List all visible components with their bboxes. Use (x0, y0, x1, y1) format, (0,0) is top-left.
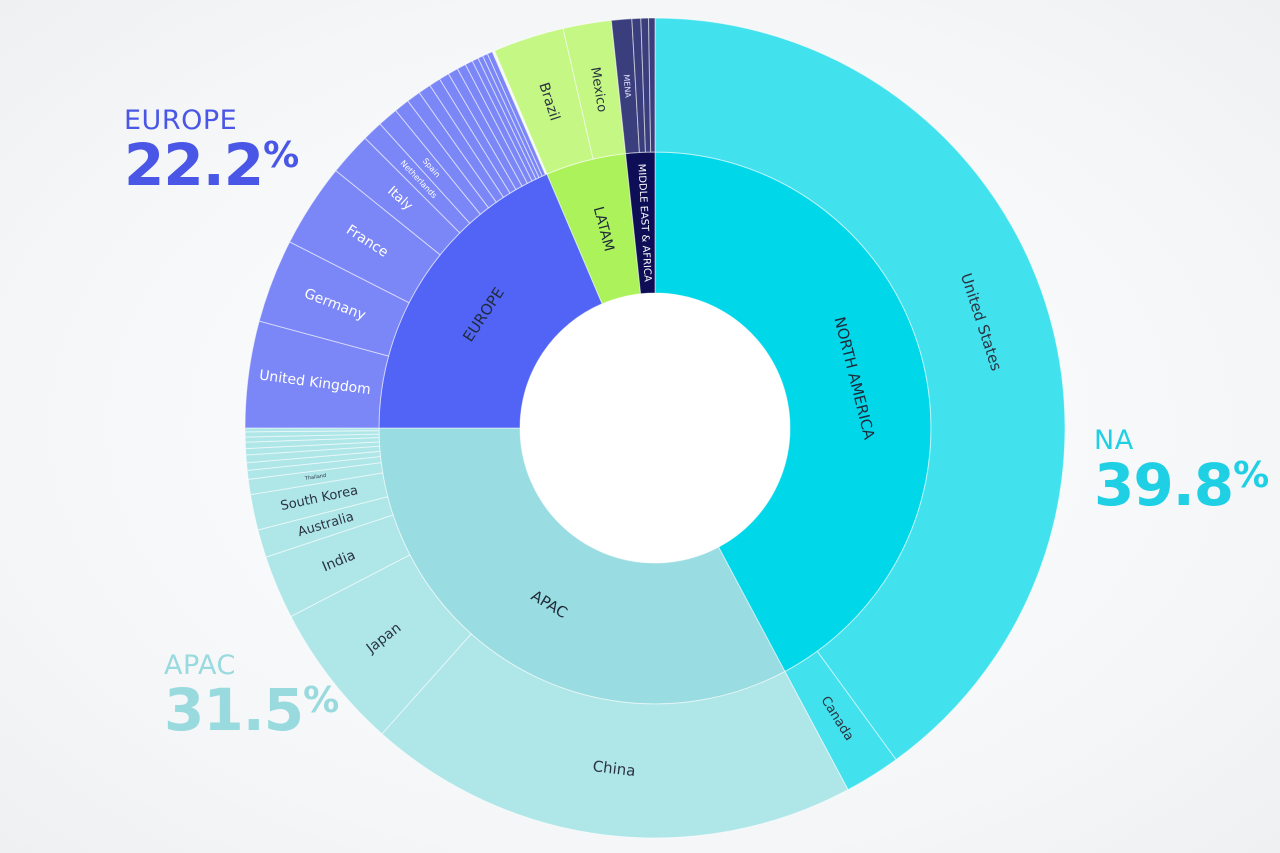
country-segment-united-states[interactable] (654, 17, 1066, 761)
country-segment-minor[interactable] (486, 51, 547, 177)
annotation-europe-label: EUROPE (124, 105, 238, 136)
annotation-na-label: NA (1094, 425, 1134, 456)
country-label-china: China (592, 757, 637, 780)
country-label-mena: MENA (622, 74, 633, 99)
annotation-apac-value: 31.5 (164, 676, 304, 744)
annotation-na: NA 39.8% (1094, 425, 1269, 514)
percent-sign: % (303, 680, 339, 721)
country-label-thailand: Thailand (304, 473, 327, 482)
country-label-mexico: Mexico (587, 66, 609, 113)
country-segment-minor[interactable] (648, 17, 656, 153)
percent-sign: % (1233, 455, 1269, 496)
annotation-apac-label: APAC (164, 650, 236, 681)
center-hole (520, 293, 790, 563)
annotation-europe-value: 22.2 (124, 131, 264, 199)
percent-sign: % (263, 135, 299, 176)
annotation-apac: APAC 31.5% (164, 650, 339, 739)
annotation-europe: EUROPE 22.2% (124, 105, 299, 194)
country-segment-china[interactable] (381, 633, 849, 839)
country-segment-minor[interactable] (244, 427, 380, 433)
annotation-na-value: 39.8 (1094, 451, 1234, 519)
